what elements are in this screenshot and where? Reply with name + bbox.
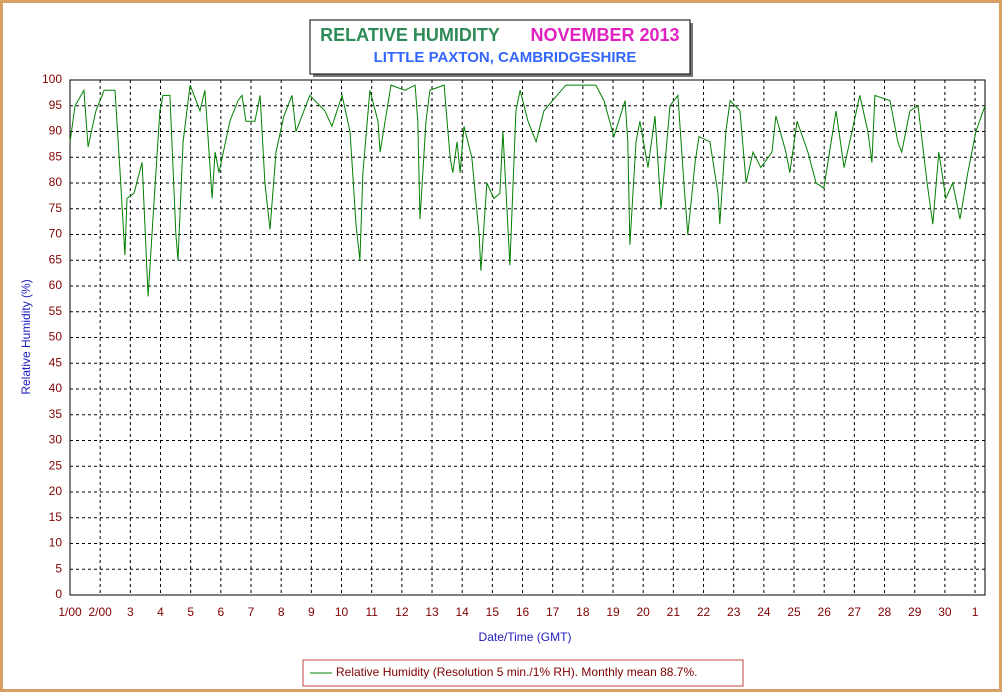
x-tick-label: 1: [972, 605, 979, 619]
x-tick-label: 28: [878, 605, 892, 619]
y-tick-label: 40: [49, 381, 63, 395]
y-tick-label: 25: [49, 458, 63, 472]
x-tick-label: 9: [308, 605, 315, 619]
y-tick-label: 20: [49, 484, 63, 498]
x-tick-label: 16: [516, 605, 530, 619]
x-tick-label: 5: [187, 605, 194, 619]
x-tick-label: 11: [365, 605, 378, 619]
y-tick-label: 75: [49, 201, 63, 215]
x-tick-label: 2/00: [88, 605, 112, 619]
y-tick-label: 10: [49, 536, 63, 550]
y-tick-label: 35: [49, 407, 63, 421]
y-tick-label: 70: [49, 227, 63, 241]
chart-subtitle: LITTLE PAXTON, CAMBRIDGESHIRE: [374, 49, 637, 66]
x-tick-label: 17: [546, 605, 560, 619]
y-tick-label: 90: [49, 124, 63, 138]
x-tick-label: 25: [787, 605, 801, 619]
x-tick-label: 21: [667, 605, 681, 619]
x-tick-label: 26: [818, 605, 832, 619]
chart-period: NOVEMBER 2013: [530, 25, 679, 45]
x-tick-label: 24: [757, 605, 771, 619]
y-tick-label: 60: [49, 278, 63, 292]
x-tick-label: 15: [486, 605, 500, 619]
x-tick-label: 27: [848, 605, 862, 619]
x-tick-label: 30: [938, 605, 952, 619]
x-tick-label: 14: [456, 605, 470, 619]
title-box: [309, 19, 691, 75]
plot-border: [69, 79, 986, 596]
x-tick-label: 22: [697, 605, 711, 619]
y-tick-label: 95: [49, 98, 63, 112]
y-tick-label: 30: [49, 433, 63, 447]
x-tick-label: 23: [727, 605, 741, 619]
x-tick-label: 29: [908, 605, 922, 619]
x-tick-label: 7: [248, 605, 255, 619]
x-tick-label: 12: [395, 605, 409, 619]
x-tick-label: 19: [606, 605, 620, 619]
y-tick-label: 80: [49, 175, 63, 189]
y-tick-label: 50: [49, 330, 63, 344]
y-tick-label: 45: [49, 355, 63, 369]
legend-label: Relative Humidity (Resolution 5 min./1% …: [336, 665, 697, 679]
data-line: [69, 84, 986, 297]
x-tick-label: 1/00: [58, 605, 82, 619]
x-tick-label: 20: [637, 605, 651, 619]
x-tick-label: 8: [278, 605, 285, 619]
y-tick-label: 5: [55, 561, 62, 575]
x-tick-label: 10: [335, 605, 349, 619]
y-tick-label: 65: [49, 252, 63, 266]
y-tick-label: 100: [42, 72, 62, 86]
y-axis-label: Relative Humidity (%): [19, 279, 33, 394]
y-tick-label: 15: [49, 510, 63, 524]
y-tick-label: 85: [49, 149, 63, 163]
y-tick-label: 0: [55, 587, 62, 601]
x-tick-label: 3: [127, 605, 134, 619]
x-axis-label: Date/Time (GMT): [479, 630, 572, 644]
legend-box: [302, 659, 744, 687]
x-tick-label: 6: [217, 605, 224, 619]
chart-title: RELATIVE HUMIDITY: [320, 25, 500, 45]
x-tick-label: 18: [576, 605, 590, 619]
x-tick-label: 4: [157, 605, 164, 619]
y-tick-label: 55: [49, 304, 63, 318]
x-tick-label: 13: [425, 605, 439, 619]
